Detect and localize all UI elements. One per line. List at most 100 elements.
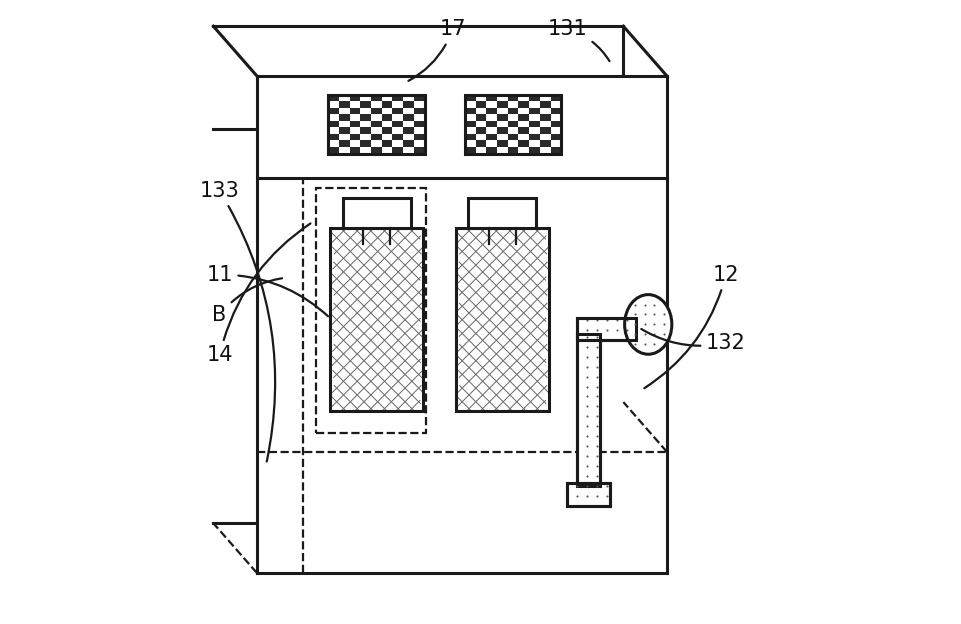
Bar	[465, 134, 476, 140]
Bar	[342, 198, 411, 228]
Bar	[414, 95, 425, 101]
Bar	[507, 147, 519, 154]
Bar	[578, 318, 636, 340]
Bar	[382, 140, 392, 147]
Text: B: B	[212, 278, 283, 325]
Bar	[339, 114, 350, 121]
Bar	[382, 114, 392, 121]
Bar	[540, 101, 551, 108]
Bar	[568, 484, 609, 506]
Bar	[329, 134, 339, 140]
Bar	[350, 108, 360, 114]
Bar	[392, 108, 404, 114]
Bar	[350, 121, 360, 127]
Bar	[530, 147, 540, 154]
Bar	[507, 108, 519, 114]
Bar	[540, 140, 551, 147]
Bar	[476, 140, 486, 147]
Bar	[331, 228, 424, 411]
Bar	[329, 95, 425, 154]
Bar	[257, 76, 667, 178]
Bar	[414, 147, 425, 154]
Bar	[257, 76, 667, 573]
Bar	[530, 95, 540, 101]
Bar	[257, 178, 667, 573]
Bar	[465, 147, 476, 154]
Bar	[414, 121, 425, 127]
Bar	[404, 127, 414, 134]
Bar	[497, 114, 507, 121]
Bar	[578, 318, 636, 340]
Bar	[551, 121, 561, 127]
Bar	[476, 114, 486, 121]
Bar	[465, 95, 561, 154]
Bar	[486, 134, 497, 140]
Bar	[486, 147, 497, 154]
Text: 11: 11	[207, 265, 328, 316]
Bar	[360, 114, 371, 121]
Bar	[486, 95, 497, 101]
Bar	[350, 147, 360, 154]
Text: 133: 133	[200, 181, 275, 462]
Bar	[404, 101, 414, 108]
Bar	[497, 140, 507, 147]
Bar	[486, 121, 497, 127]
Text: 17: 17	[408, 19, 466, 81]
Bar	[465, 95, 476, 101]
Bar	[339, 101, 350, 108]
Bar	[507, 134, 519, 140]
Bar	[371, 95, 382, 101]
Bar	[551, 95, 561, 101]
Bar	[331, 228, 424, 411]
Bar	[360, 140, 371, 147]
Bar	[350, 95, 360, 101]
Bar	[360, 101, 371, 108]
Bar	[497, 101, 507, 108]
Bar	[392, 95, 404, 101]
Bar	[329, 95, 339, 101]
Bar	[551, 134, 561, 140]
Bar	[465, 95, 561, 154]
Bar	[404, 114, 414, 121]
Bar	[519, 101, 530, 108]
Bar	[392, 121, 404, 127]
Bar	[476, 127, 486, 134]
Bar	[465, 121, 476, 127]
Bar	[414, 134, 425, 140]
Bar	[578, 334, 600, 486]
Bar	[371, 108, 382, 114]
Bar	[530, 134, 540, 140]
Text: 131: 131	[548, 19, 609, 61]
Bar	[360, 127, 371, 134]
Bar	[476, 101, 486, 108]
Bar	[382, 127, 392, 134]
Bar	[497, 127, 507, 134]
Bar	[329, 95, 425, 154]
Bar	[551, 108, 561, 114]
Bar	[486, 108, 497, 114]
Bar	[465, 108, 476, 114]
Bar	[414, 108, 425, 114]
Bar	[507, 95, 519, 101]
Bar	[530, 121, 540, 127]
Bar	[371, 147, 382, 154]
Bar	[371, 134, 382, 140]
Bar	[519, 127, 530, 134]
Bar	[329, 147, 339, 154]
Bar	[551, 147, 561, 154]
Bar	[404, 140, 414, 147]
Bar	[530, 108, 540, 114]
Ellipse shape	[625, 295, 672, 354]
Bar	[578, 334, 600, 486]
Bar	[392, 147, 404, 154]
Bar	[329, 121, 339, 127]
Bar	[507, 121, 519, 127]
Text: 132: 132	[641, 329, 746, 353]
Text: 12: 12	[645, 265, 739, 388]
Bar	[540, 114, 551, 121]
Bar	[339, 140, 350, 147]
Bar	[382, 101, 392, 108]
Bar	[350, 134, 360, 140]
Bar	[456, 228, 549, 411]
Bar	[568, 484, 609, 506]
